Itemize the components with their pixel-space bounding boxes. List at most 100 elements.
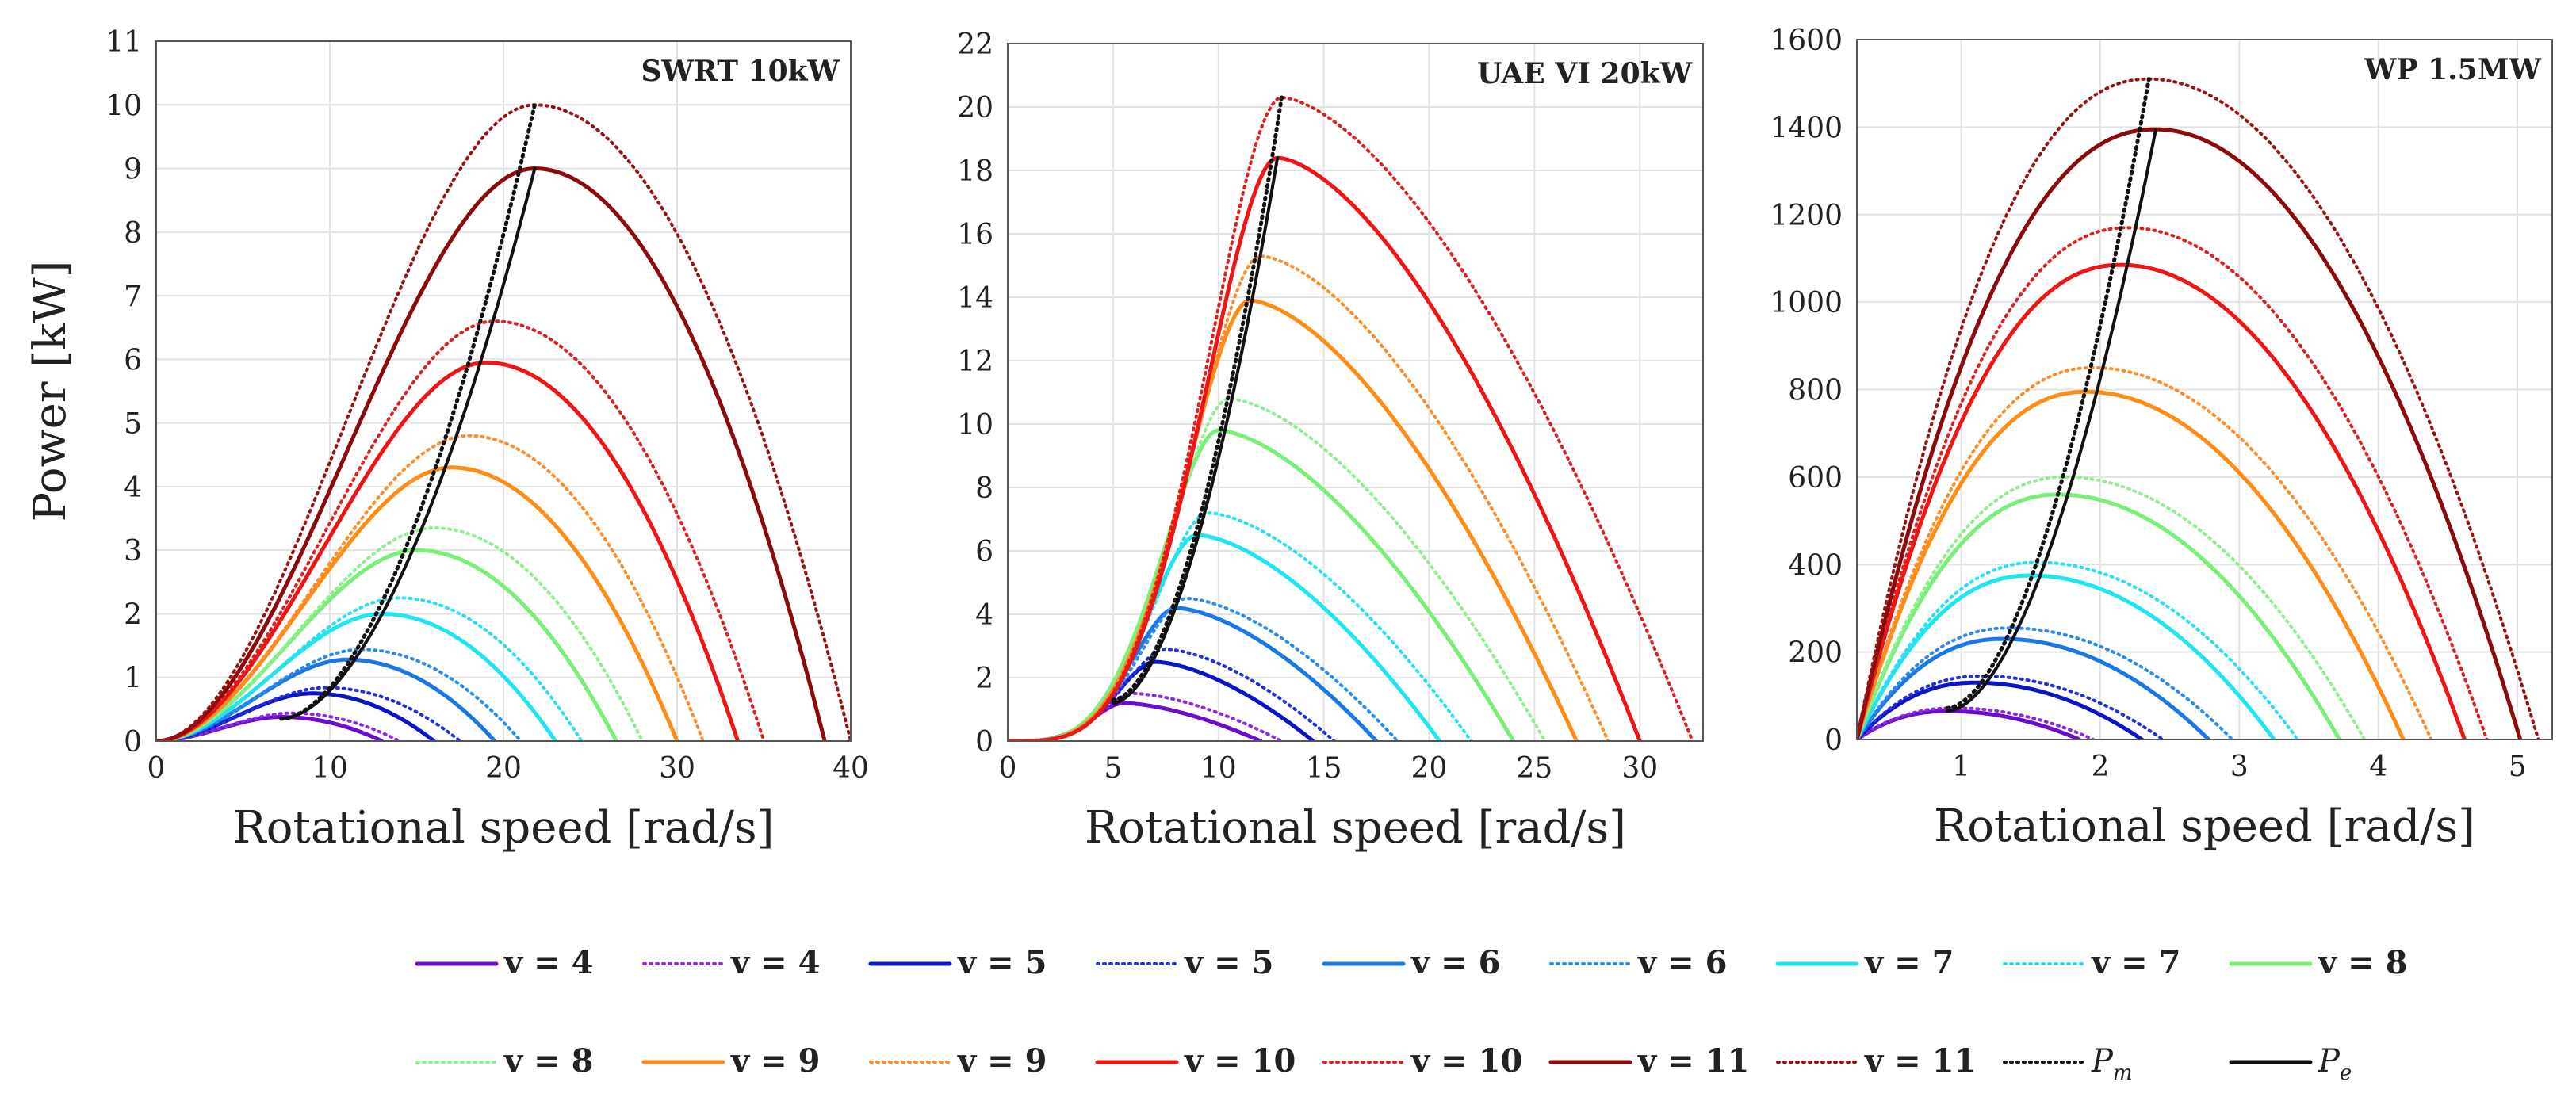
panel-title: WP 1.5MW [2364,53,2542,86]
plot-area [1008,44,1703,741]
y-tick-label: 1000 [1770,287,1843,319]
y-tick-label: 600 [1788,462,1843,495]
series-line-v5-dotted [156,686,462,741]
y-tick-label: 0 [1824,724,1843,757]
legend-label: v = 8 [503,1042,593,1080]
series-line-v6-solid [1857,636,2211,739]
y-tick-label: 8 [975,472,993,505]
series-line-v4-solid [1857,709,2082,739]
panel-title: SWRT 10kW [641,55,840,88]
series-line-v7-dotted [156,596,584,741]
series-line-v11-solid [156,166,827,741]
series-line-v8-dotted [1857,475,2367,739]
y-tick-label: 18 [957,155,993,188]
y-tick-label: 7 [124,281,142,313]
x-tick-label: 4 [2369,751,2387,783]
y-tick-label: 4 [975,599,993,632]
series-group [1857,77,2540,739]
legend-label-main: P [2091,1043,2114,1080]
x-tick-label: 25 [1516,752,1552,785]
legend-label: v = 10 [1410,1042,1522,1080]
series-line-v6-dotted [1857,626,2234,739]
x-tick-label: 0 [147,752,166,785]
x-axis-title: Rotational speed [rad/s] [233,802,775,854]
legend-label: Pm [2091,1043,2133,1085]
panel-title: UAE VI 20kW [1477,57,1693,90]
legend-label: v = 11 [1864,1042,1976,1080]
y-tick-label: 6 [975,536,993,568]
plot-frame [1007,43,1704,742]
y-tick-label: 5 [124,408,142,441]
x-tick-label: 5 [1104,752,1122,785]
y-tick-label: 0 [124,726,142,759]
legend-label: v = 4 [730,944,820,981]
y-tick-label: 400 [1788,549,1843,582]
x-tick-label: 30 [659,752,695,785]
series-line-v8-dotted [1008,397,1547,741]
legend-label: Pe [2318,1043,2352,1085]
legend-label: v = 4 [503,944,593,981]
y-tick-label: 2 [124,598,142,631]
y-tick-label: 8 [124,217,142,250]
pm-curve [1111,95,1284,702]
series-line-v8-dotted [156,526,645,741]
y-tick-label: 2 [975,663,993,695]
y-tick-label: 6 [124,344,142,376]
series-line-v10-solid [1857,262,2467,739]
legend-label-sub: m [2113,1061,2133,1085]
legend-label: v = 7 [2091,944,2180,981]
series-line-v8-solid [1857,492,2342,739]
x-axis-title: Rotational speed [rad/s] [1085,802,1626,854]
y-tick-label: 1400 [1770,112,1843,144]
y-tick-label: 12 [957,346,993,378]
y-tick-label: 1600 [1770,25,1843,57]
x-tick-label: 10 [312,752,348,785]
series-group [156,102,851,741]
y-tick-label: 1 [124,663,142,695]
y-tick-label: 200 [1788,637,1843,670]
legend-label: v = 5 [1184,944,1273,981]
series-line-v10-solid [156,360,741,741]
series-line-v5-dotted [1857,675,2165,739]
chart-panel-2: 0 5 10 15 20 25 30 0 2 4 6 8 10 12 14 16 18 20 22 UAE VI 20… [957,29,1704,854]
x-tick-label: 40 [833,752,869,785]
x-tick-label: 1 [1952,751,1970,783]
y-tick-label: 1200 [1770,200,1843,232]
y-tick-label: 16 [957,219,993,251]
legend-label: v = 11 [1637,1042,1749,1080]
legend-label: v = 8 [2318,944,2407,981]
legend-label: v = 7 [1864,944,1954,981]
series-line-v8-solid [1008,428,1516,741]
y-axis-title: Power [kW] [25,261,76,522]
series-line-v7-solid [1857,573,2276,739]
legend-label-main: P [2318,1043,2341,1080]
x-tick-label: 20 [485,752,522,785]
x-axis-title: Rotational speed [rad/s] [1934,801,2475,852]
legend-label: v = 6 [1637,944,1727,981]
pe-curve [1946,128,2158,713]
chart-panel-3: 1 2 3 4 5 0 200 400 600 800 1000 1200 1400 1600 WP 1.5… [1770,25,2553,852]
legend-label: v = 9 [730,1042,820,1080]
y-tick-label: 10 [105,90,142,122]
series-line-v9-dotted [1857,365,2433,739]
y-tick-label: 3 [124,535,142,568]
series-line-v9-dotted [156,434,705,741]
x-tick-label: 0 [999,752,1017,785]
y-tick-label: 800 [1788,375,1843,407]
pm-curve [279,102,537,721]
x-tick-label: 20 [1411,752,1448,785]
legend-label: v = 5 [957,944,1047,981]
x-tick-label: 2 [2091,751,2109,783]
series-line-v11-dotted [156,103,851,741]
series-line-v10-dotted [1008,95,1694,741]
x-tick-label: 3 [2230,751,2249,783]
y-tick-label: 0 [975,726,993,759]
y-tick-label: 14 [957,282,993,315]
y-tick-label: 22 [957,29,993,61]
x-tick-label: 10 [1200,752,1237,785]
pe-curve [279,166,537,720]
series-group [1008,95,1694,741]
series-line-v11-solid [1857,127,2523,739]
pm-curve [1945,77,2151,710]
